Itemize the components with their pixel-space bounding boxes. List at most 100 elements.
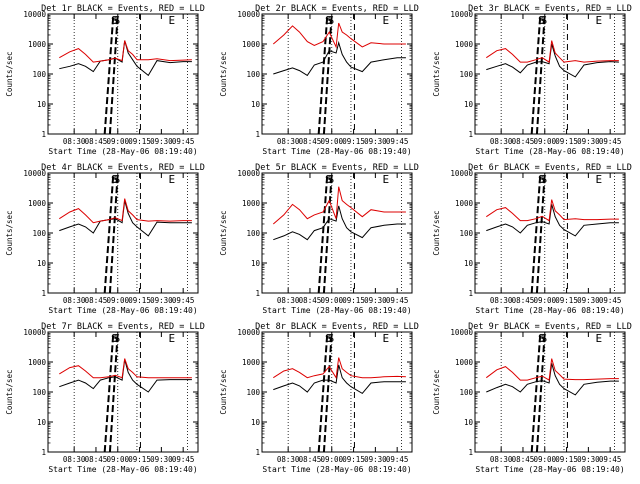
x-tick-label: 09:30	[150, 455, 173, 464]
thick-dashed-marker-line	[535, 172, 546, 294]
thick-dashed-marker-line	[317, 172, 329, 294]
y-tick-label: 10	[37, 259, 47, 268]
x-tick-label: 09:45	[386, 455, 409, 464]
x-axis-label: Start Time (28-May-06 08:19:40)	[262, 306, 411, 315]
thick-dashed-marker-line	[322, 331, 333, 453]
panel-det3: Det 3r BLACK = Events, RED = LLD 1 10 100 10…	[432, 4, 632, 156]
y-tick-label: 1	[255, 448, 260, 457]
series-line-lld	[486, 40, 619, 63]
panel-det1: Det 1r BLACK = Events, RED = LLD 1 10 100 10…	[5, 4, 205, 156]
panel-det5: Det 5r BLACK = Events, RED = LLD 1 10 100 10…	[219, 163, 419, 315]
x-tick-label: 09:00	[533, 137, 556, 146]
panel-det9: Det 9r BLACK = Events, RED = LLD 1 10 100 10…	[432, 322, 632, 474]
x-tick-label: 09:30	[364, 455, 387, 464]
x-tick-label: 08:45	[85, 137, 108, 146]
series-line-events	[273, 205, 406, 241]
panel-title: Det 3r BLACK = Events, RED = LLD	[468, 4, 632, 14]
thick-dashed-marker-line	[535, 331, 546, 453]
start-marker-label: S	[541, 14, 548, 27]
y-axis-label: Counts/sec	[432, 210, 441, 255]
panel-title: Det 5r BLACK = Events, RED = LLD	[255, 163, 419, 173]
y-tick-label: 10000	[23, 10, 46, 19]
thick-dashed-marker-line	[103, 13, 115, 135]
start-marker-label: S	[111, 332, 118, 345]
series-line-lld	[272, 186, 406, 225]
end-marker-label: E	[169, 332, 176, 345]
y-tick-label: 10000	[23, 169, 46, 178]
series-line-lld	[59, 198, 192, 224]
y-axis-label: Counts/sec	[432, 369, 441, 414]
thick-dashed-marker-line	[530, 13, 542, 135]
thick-dashed-marker-line	[317, 331, 329, 453]
x-tick-label: 09:45	[599, 137, 622, 146]
x-tick-label: 08:45	[85, 296, 108, 305]
x-tick-label: 09:15	[128, 296, 151, 305]
y-tick-label: 1	[41, 448, 46, 457]
y-tick-label: 1	[41, 130, 46, 139]
start-marker-label: S	[325, 332, 332, 345]
panel-title: Det 6r BLACK = Events, RED = LLD	[468, 163, 632, 173]
x-tick-label: 09:30	[577, 296, 600, 305]
y-tick-label: 10	[251, 418, 261, 427]
end-marker-label: E	[169, 14, 176, 27]
plot-frame	[261, 172, 413, 294]
thick-dashed-marker-line	[317, 13, 329, 135]
panel-det7: Det 7r BLACK = Events, RED = LLD 1 10 100 10…	[5, 322, 205, 474]
x-tick-label: 09:00	[320, 296, 343, 305]
y-tick-label: 1000	[28, 199, 47, 208]
x-tick-label: 09:45	[386, 296, 409, 305]
x-tick-label: 09:00	[320, 455, 343, 464]
x-tick-label: 09:00	[533, 296, 556, 305]
x-tick-label: 09:15	[128, 455, 151, 464]
x-tick-label: 08:30	[490, 296, 513, 305]
thick-dashed-marker-line	[535, 13, 546, 135]
x-tick-label: 08:30	[490, 455, 513, 464]
panel-title: Det 7r BLACK = Events, RED = LLD	[41, 322, 205, 332]
y-tick-label: 1000	[28, 358, 47, 367]
series-line-events	[59, 359, 192, 393]
x-axis-label: Start Time (28-May-06 08:19:40)	[262, 147, 411, 156]
start-marker-label: S	[325, 173, 332, 186]
x-tick-label: 08:30	[63, 296, 86, 305]
start-marker-label: S	[325, 14, 332, 27]
end-marker-label: E	[596, 173, 603, 186]
x-tick-label: 09:30	[577, 455, 600, 464]
plot-frame	[47, 13, 199, 135]
start-marker-label: S	[541, 173, 548, 186]
x-axis-label: Start Time (28-May-06 08:19:40)	[475, 306, 624, 315]
x-tick-label: 09:00	[106, 455, 129, 464]
y-tick-label: 1	[255, 130, 260, 139]
y-axis-label: Counts/sec	[5, 51, 14, 96]
series-line-events	[59, 40, 192, 77]
x-tick-label: 08:45	[512, 137, 535, 146]
x-tick-label: 09:45	[599, 455, 622, 464]
end-marker-label: E	[383, 173, 390, 186]
thick-dashed-marker-line	[322, 172, 333, 294]
start-marker-label: S	[114, 173, 121, 186]
thick-dashed-marker-line	[103, 172, 115, 294]
end-marker-label: E	[596, 332, 603, 345]
x-tick-label: 08:30	[277, 296, 300, 305]
x-axis-label: Start Time (28-May-06 08:19:40)	[262, 465, 411, 474]
start-marker-label: S	[541, 332, 548, 345]
x-tick-label: 09:30	[364, 137, 387, 146]
start-marker-label: S	[328, 14, 335, 27]
x-tick-label: 08:45	[512, 296, 535, 305]
y-tick-label: 1000	[455, 358, 474, 367]
y-tick-label: 10	[37, 100, 47, 109]
start-marker-label: S	[538, 173, 545, 186]
y-tick-label: 10000	[237, 10, 260, 19]
panel-det6: Det 6r BLACK = Events, RED = LLD 1 10 100 10…	[432, 163, 632, 315]
plot-frame	[474, 331, 626, 453]
series-line-lld	[486, 199, 619, 222]
start-marker-label: S	[114, 14, 121, 27]
y-tick-label: 1000	[242, 40, 261, 49]
x-tick-label: 09:15	[555, 455, 578, 464]
y-tick-label: 100	[246, 388, 260, 397]
x-tick-label: 09:00	[533, 455, 556, 464]
thick-dashed-marker-line	[108, 13, 119, 135]
start-marker-label: S	[328, 332, 335, 345]
y-tick-label: 10000	[237, 169, 260, 178]
x-tick-label: 08:45	[299, 455, 322, 464]
